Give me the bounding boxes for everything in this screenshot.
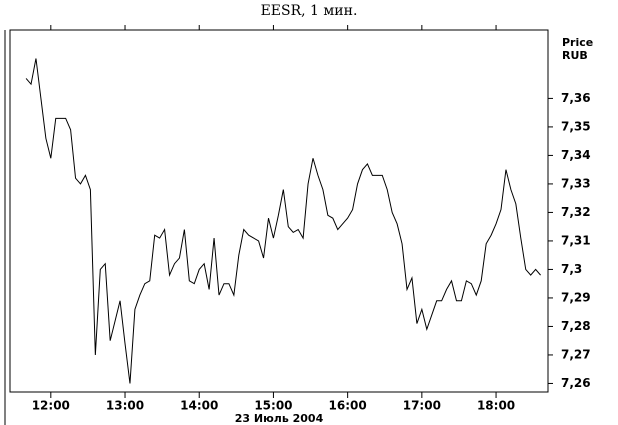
y-tick-label: 7,27 xyxy=(561,347,591,361)
x-tick-label: 15:00 xyxy=(254,399,292,413)
x-tick-label: 16:00 xyxy=(329,399,367,413)
y-tick-label: 7,28 xyxy=(561,319,591,333)
y-tick-label: 7,34 xyxy=(561,148,591,162)
x-tick-label: 17:00 xyxy=(403,399,441,413)
plot-frame xyxy=(9,29,549,393)
y-tick-label: 7,33 xyxy=(561,176,591,190)
y-tick-label: 7,32 xyxy=(561,205,591,219)
x-tick-label: 14:00 xyxy=(180,399,218,413)
y-tick-label: 7,29 xyxy=(561,290,591,304)
y-tick-label: 7,31 xyxy=(561,233,591,247)
x-tick-label: 12:00 xyxy=(32,399,70,413)
y-tick-label: 7,36 xyxy=(561,91,591,105)
y-tick-label: 7,3 xyxy=(561,262,582,276)
y-tick-label: 7,35 xyxy=(561,119,591,133)
x-tick-label: 13:00 xyxy=(106,399,144,413)
x-axis-label: 23 Июль 2004 xyxy=(235,412,324,425)
x-tick-label: 18:00 xyxy=(477,399,515,413)
price-line xyxy=(25,58,541,384)
y-axis-label: RUB xyxy=(562,49,588,62)
chart-title: EESR, 1 мин. xyxy=(261,3,358,19)
y-axis-label: Price xyxy=(562,36,593,49)
y-tick-label: 7,26 xyxy=(561,376,591,390)
